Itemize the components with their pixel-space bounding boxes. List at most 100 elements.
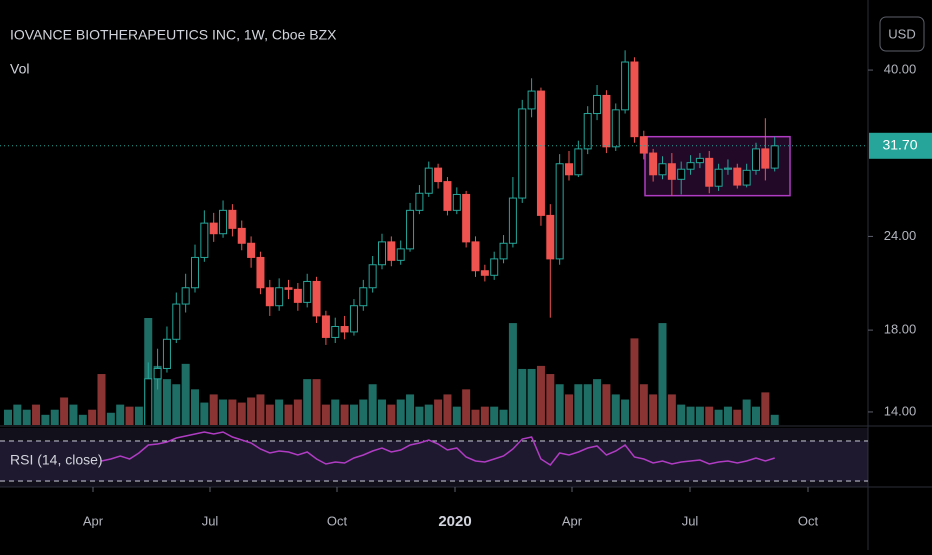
- volume-bar: [443, 394, 452, 425]
- volume-bar: [546, 374, 555, 425]
- volume-bar: [200, 402, 209, 425]
- candle-body: [162, 338, 171, 369]
- volume-bar: [181, 363, 190, 425]
- volume-bar: [630, 338, 639, 425]
- volume-bar: [434, 399, 443, 425]
- volume-layer: [4, 318, 779, 425]
- volume-bar: [574, 384, 583, 425]
- candle-body: [284, 287, 293, 290]
- volume-bar: [125, 406, 134, 425]
- candle-body: [387, 241, 396, 261]
- volume-bar: [536, 365, 545, 425]
- volume-bar: [471, 409, 480, 425]
- candle-body: [667, 163, 676, 180]
- candle-body: [378, 241, 386, 266]
- candle-body: [733, 167, 742, 186]
- candle-body: [200, 222, 209, 258]
- candle-body: [256, 256, 265, 289]
- volume-bar: [667, 394, 676, 425]
- volume-bar: [508, 323, 517, 425]
- candle-body: [565, 163, 573, 176]
- candle-body: [228, 209, 237, 229]
- volume-bar: [499, 409, 508, 425]
- y-tick-label: 40.00: [884, 61, 917, 76]
- volume-bar: [106, 412, 115, 425]
- volume-bar: [565, 394, 573, 425]
- volume-bar: [265, 404, 274, 425]
- volume-bar: [621, 399, 630, 425]
- y-tick-label: 14.00: [884, 403, 917, 418]
- volume-bar: [237, 402, 246, 425]
- candle-body: [686, 162, 695, 170]
- candle-body: [312, 280, 321, 317]
- volume-bar: [723, 406, 732, 425]
- candle-body: [658, 163, 667, 176]
- candle-body: [434, 167, 443, 183]
- volume-bar: [321, 404, 330, 425]
- volume-bar: [303, 379, 312, 425]
- candle-body: [574, 148, 583, 176]
- rsi-line: [101, 431, 775, 467]
- candle-body: [705, 157, 714, 187]
- volume-bar: [686, 406, 695, 425]
- volume-bar: [134, 406, 143, 425]
- candle-body: [406, 209, 415, 250]
- volume-bar: [695, 406, 704, 425]
- volume-bar: [312, 379, 321, 425]
- volume-bar: [714, 409, 723, 425]
- rsi-label: RSI (14, close): [10, 452, 103, 468]
- candle-body: [611, 109, 620, 148]
- volume-bar: [649, 394, 658, 425]
- volume-bar: [602, 384, 611, 425]
- candle-body: [508, 197, 517, 244]
- volume-bar: [78, 414, 87, 425]
- volume-bar: [705, 406, 714, 425]
- axis-layer: 40.00 24.00 18.00 14.00 31.70 Apr Jul Oct 2020 Ap…: [83, 61, 932, 530]
- candle-body: [480, 270, 489, 276]
- volume-bar: [480, 406, 489, 425]
- volume-bar: [4, 409, 12, 425]
- currency[interactable]: USD: [888, 26, 915, 41]
- candle-body: [275, 287, 284, 307]
- candle-body: [770, 145, 779, 169]
- last-price-tag: [869, 132, 932, 159]
- volume-bar: [378, 399, 386, 425]
- candle-body: [536, 90, 545, 216]
- volume-bar: [639, 384, 648, 425]
- candle-body: [340, 326, 349, 333]
- chart-title: IOVANCE BIOTHERAPEUTICS INC, 1W, Cboe BZ…: [10, 27, 337, 43]
- y-tick-label: 24.00: [884, 228, 917, 243]
- volume-bar: [172, 384, 181, 425]
- candle-body: [490, 258, 499, 276]
- candle-body: [331, 326, 340, 338]
- candle-body: [649, 152, 658, 176]
- candle-body: [555, 163, 564, 260]
- candle-body: [761, 148, 770, 169]
- currency-box[interactable]: [879, 16, 925, 52]
- volume-bar: [527, 368, 536, 425]
- candle-body: [443, 181, 452, 211]
- volume-bar: [752, 406, 760, 425]
- volume-bar: [742, 399, 751, 425]
- candle-body: [396, 248, 405, 261]
- candle-body: [265, 287, 274, 307]
- volume-bar: [69, 404, 78, 425]
- volume-bar: [293, 399, 302, 425]
- candle-body: [518, 108, 527, 199]
- candle-body: [237, 227, 246, 244]
- candle-body: [471, 241, 480, 272]
- candle-body: [621, 61, 630, 111]
- candle-body: [630, 61, 639, 138]
- volume-bar: [396, 399, 405, 425]
- candle-body: [247, 242, 256, 258]
- candle-body: [209, 222, 218, 235]
- x-tick-label: Apr: [562, 513, 583, 528]
- price-layer: [0, 50, 868, 425]
- candle-body: [153, 367, 162, 380]
- volume-bar: [256, 394, 265, 425]
- candle-body: [219, 209, 228, 235]
- volume-bar: [116, 404, 125, 425]
- volume-bar: [162, 379, 171, 425]
